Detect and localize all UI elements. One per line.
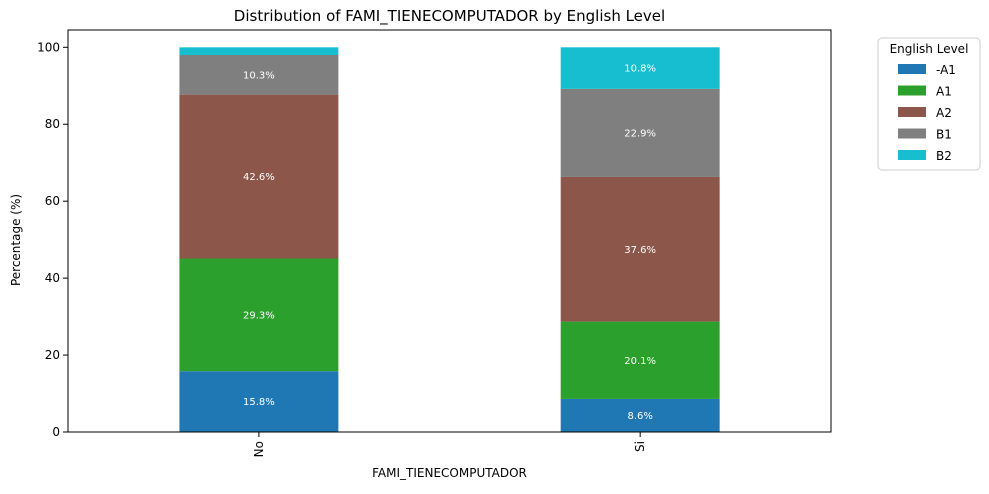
y-axis-label: Percentage (%) [9, 194, 23, 286]
bars-layer: 15.8% 29.3% 42.6% 10.3% 8.6% 20.1% 37.6% 22.9% 1… [179, 47, 720, 432]
bar-segment [179, 258, 339, 372]
legend-swatch [898, 64, 926, 74]
y-tick-label: 40 [45, 271, 60, 285]
ticks-layer: 0 20 40 60 80 100 No Si [37, 40, 647, 457]
bar-segment [179, 47, 339, 56]
y-tick-label: 20 [45, 348, 60, 362]
y-tick-label: 0 [52, 425, 60, 439]
bar-segment [179, 371, 339, 432]
legend-label: B2 [936, 149, 952, 163]
x-tick-label: Si [633, 441, 647, 452]
bar-segment [560, 47, 720, 89]
bar-value-label: 29.3% [243, 310, 275, 321]
y-tick-label: 100 [37, 40, 60, 54]
legend-label: A2 [936, 106, 952, 120]
x-axis-label: FAMI_TIENECOMPUTADOR [372, 466, 527, 480]
legend-swatch [898, 85, 926, 96]
legend: English Level -A1 A1 A2 B1 B2 [877, 37, 981, 171]
bar-value-label: 42.6% [243, 172, 275, 183]
bar-value-label: 8.6% [627, 411, 652, 422]
chart-title: Distribution of FAMI_TIENECOMPUTADOR by … [234, 7, 665, 26]
y-tick-label: 80 [45, 117, 60, 131]
bar-value-label: 37.6% [624, 245, 656, 256]
bar-segment [560, 88, 720, 177]
plot-frame [67, 29, 832, 433]
legend-swatch [898, 150, 926, 160]
bar-value-label: 15.8% [243, 397, 275, 408]
bar-segment [179, 55, 339, 95]
legend-label: -A1 [936, 63, 956, 77]
bar-value-label: 10.8% [624, 64, 656, 75]
legend-frame [877, 37, 981, 171]
bar-value-label: 22.9% [624, 128, 656, 139]
legend-label: A1 [936, 85, 952, 99]
x-tick-label: No [252, 441, 266, 457]
bar-segment [560, 176, 720, 322]
y-tick-label: 60 [45, 194, 60, 208]
legend-items: -A1 A1 A2 B1 B2 [898, 63, 956, 163]
legend-swatch [898, 128, 926, 139]
bar-value-label: 10.3% [243, 70, 275, 81]
bar-value-label: 20.1% [624, 356, 656, 367]
legend-label: B1 [936, 128, 952, 142]
bar-segment [179, 94, 339, 259]
legend-title: English Level [890, 42, 969, 56]
bar-segment [560, 321, 720, 399]
bar-segment [560, 398, 720, 432]
legend-swatch [898, 107, 926, 117]
